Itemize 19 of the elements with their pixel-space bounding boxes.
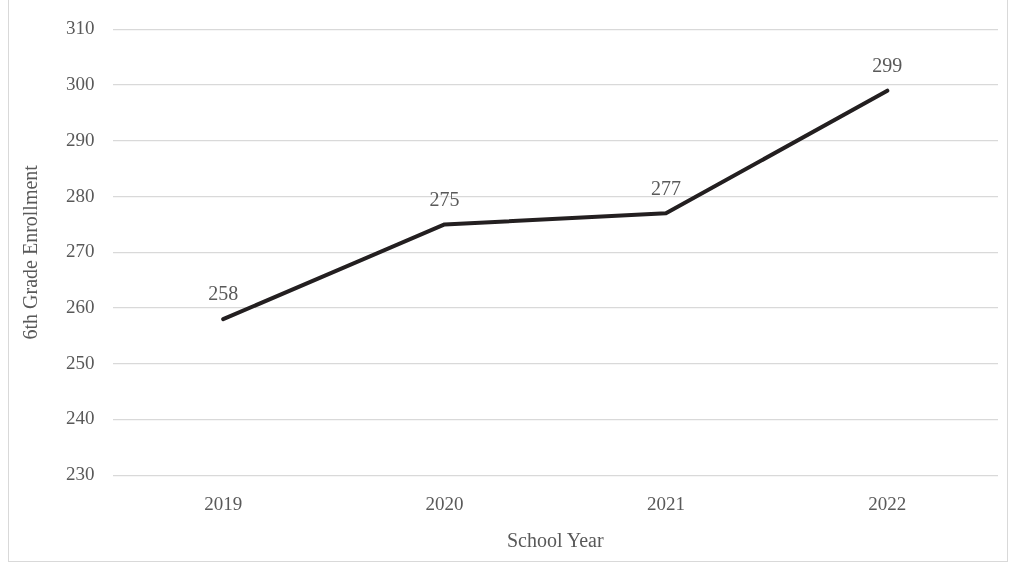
y-tick-label: 270: [66, 240, 95, 262]
x-tick-label: 2019: [204, 492, 243, 514]
x-axis-title: School Year: [506, 529, 604, 552]
y-tick-label: 240: [66, 407, 95, 429]
y-tick-label: 280: [66, 184, 95, 206]
y-tick-label: 250: [66, 351, 95, 373]
data-label: 299: [872, 53, 903, 76]
y-tick-label: 290: [66, 128, 95, 150]
y-tick-label: 260: [66, 296, 95, 318]
y-axis-title: 6th Grade Enrollment: [19, 164, 42, 340]
data-label: 275: [429, 187, 460, 210]
x-tick-label: 2020: [425, 492, 464, 514]
data-label: 258: [208, 282, 239, 305]
y-tick-label: 230: [66, 463, 95, 485]
y-tick-label: 300: [66, 73, 95, 95]
x-tick-label: 2021: [646, 492, 685, 514]
y-tick-label: 310: [66, 17, 95, 39]
data-label: 277: [650, 176, 681, 199]
x-tick-label: 2022: [868, 492, 907, 514]
